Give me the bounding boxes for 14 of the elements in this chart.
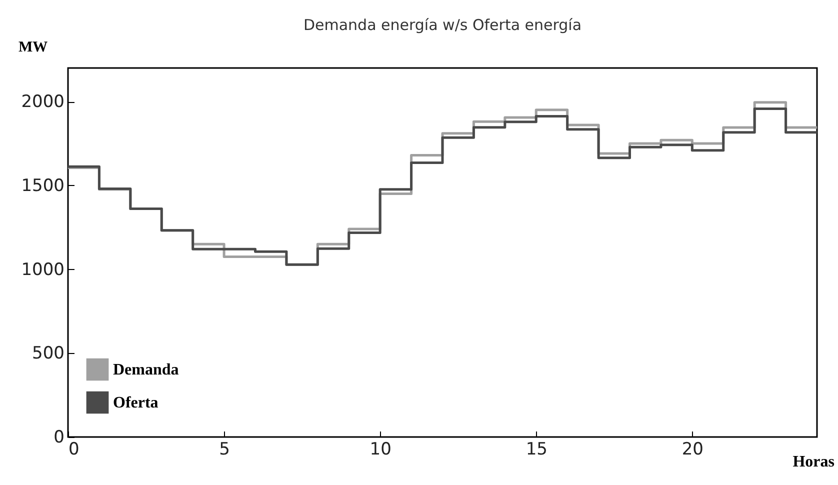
x-tick-label: 0 (68, 440, 80, 460)
y-tick-label: 500 (32, 344, 64, 364)
y-tick-label: 1000 (21, 260, 64, 280)
x-tick-label: 10 (370, 440, 392, 460)
x-tick-label: 5 (219, 440, 230, 460)
legend-label: Demanda (113, 362, 179, 378)
x-tick-label: 20 (682, 440, 704, 460)
y-axis-title: MW (18, 40, 48, 56)
y-tick-label: 2000 (21, 92, 64, 112)
x-tick-label: 15 (526, 440, 548, 460)
chart-title: Demanda energía w/s Oferta energía (303, 16, 582, 34)
y-tick-label: 1500 (21, 176, 64, 196)
x-axis-title: Horas (792, 454, 834, 470)
legend-label: Oferta (113, 394, 158, 412)
